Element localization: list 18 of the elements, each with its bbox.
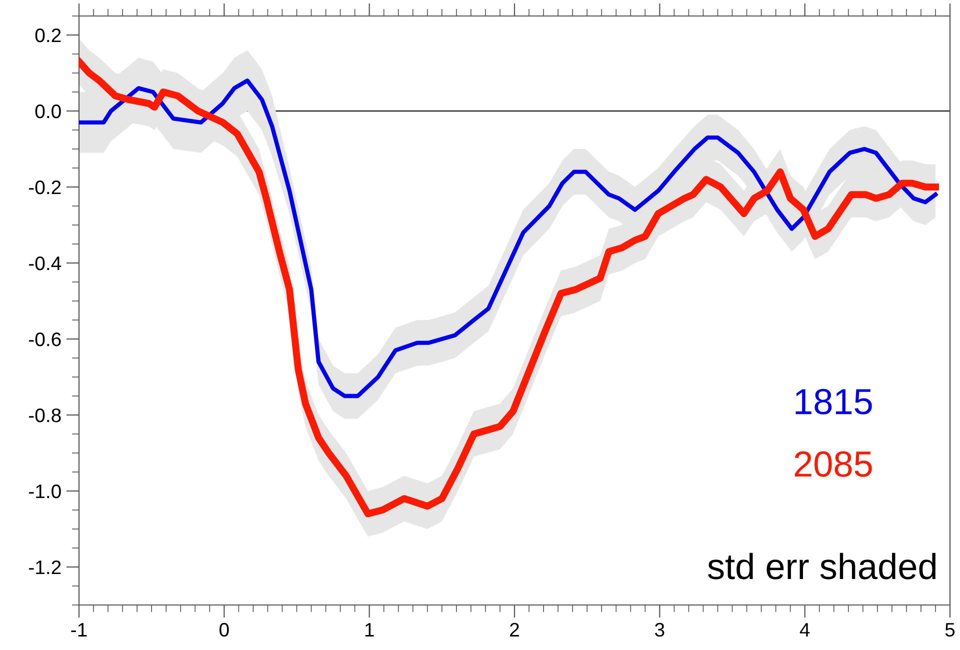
- x-tick-label: -1: [71, 623, 87, 636]
- y-tick-label: 0.2: [35, 28, 61, 42]
- x-tick-label: 0: [220, 622, 229, 637]
- y-tick-label: -0.2: [29, 180, 61, 194]
- y-tick-label: 0.0: [35, 104, 61, 118]
- annotation: std err shaded: [708, 552, 936, 580]
- x-tick-label: 1: [365, 623, 374, 636]
- text: 1815: [796, 388, 872, 414]
- x-tick-label: 5: [945, 623, 955, 637]
- y-tick-label: -1.2: [29, 560, 61, 574]
- y-tick-label: -1.0: [29, 484, 61, 498]
- x-tick-label: 3: [655, 622, 664, 637]
- y-tick-label: -0.6: [29, 332, 61, 346]
- x-tick-label: 2: [510, 622, 519, 636]
- y-tick-label: -0.4: [29, 256, 62, 270]
- text: 2085: [794, 451, 872, 477]
- y-tick-label: -0.8: [29, 408, 61, 422]
- x-tick-label: 4: [800, 623, 810, 636]
